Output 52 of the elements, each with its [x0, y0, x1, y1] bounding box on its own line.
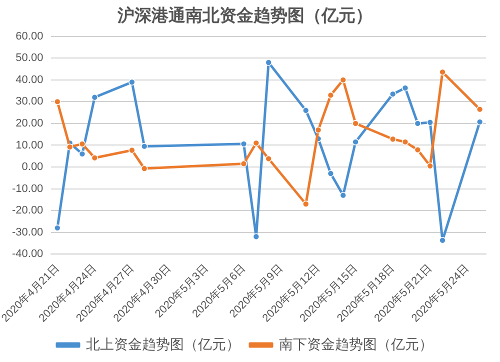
point [439, 236, 446, 244]
point [402, 84, 409, 92]
y-tick-label: -20.00 [12, 204, 44, 217]
legend-label: 北上资金趋势图（亿元） [86, 336, 240, 352]
point [414, 120, 422, 127]
y-tick-label: -40.00 [12, 248, 44, 260]
point [128, 78, 136, 86]
y-tick-label: 40.00 [16, 74, 44, 86]
point [302, 107, 310, 114]
point [265, 59, 272, 66]
y-tick-label: 0.00 [22, 161, 44, 174]
point [140, 142, 148, 150]
point [426, 118, 434, 126]
point [476, 118, 484, 126]
point [414, 146, 422, 154]
y-tick-label: 10.00 [16, 139, 44, 152]
point [314, 126, 322, 134]
point [252, 233, 260, 240]
chart-title: 沪深港通南北资金趋势图（亿元） [116, 6, 372, 25]
legend-label: 南下资金趋势图（亿元） [279, 336, 433, 352]
point [352, 120, 359, 127]
point [240, 160, 248, 168]
y-tick-label: 60.00 [16, 30, 44, 42]
point [352, 138, 359, 146]
point [439, 68, 446, 76]
y-tick-label: 50.00 [16, 52, 44, 64]
y-tick-label: -30.00 [12, 226, 44, 238]
point [128, 146, 136, 154]
point [265, 155, 272, 162]
point [140, 165, 148, 172]
point [340, 192, 347, 199]
point [389, 90, 396, 98]
point [78, 150, 86, 158]
point [340, 76, 347, 84]
point [252, 140, 260, 146]
y-tick-label: 20.00 [16, 117, 44, 130]
point [91, 154, 98, 162]
y-tick-label: 30.00 [16, 96, 44, 108]
y-tick-label: -10.00 [12, 182, 44, 195]
point [54, 224, 61, 232]
point [302, 200, 310, 208]
point [54, 98, 61, 106]
point [240, 140, 248, 148]
point [66, 144, 74, 150]
point [476, 106, 484, 113]
point [78, 140, 86, 148]
point [426, 162, 434, 170]
point [327, 92, 334, 99]
point [389, 136, 396, 143]
point [327, 170, 334, 177]
point [402, 138, 409, 146]
point [91, 94, 98, 101]
